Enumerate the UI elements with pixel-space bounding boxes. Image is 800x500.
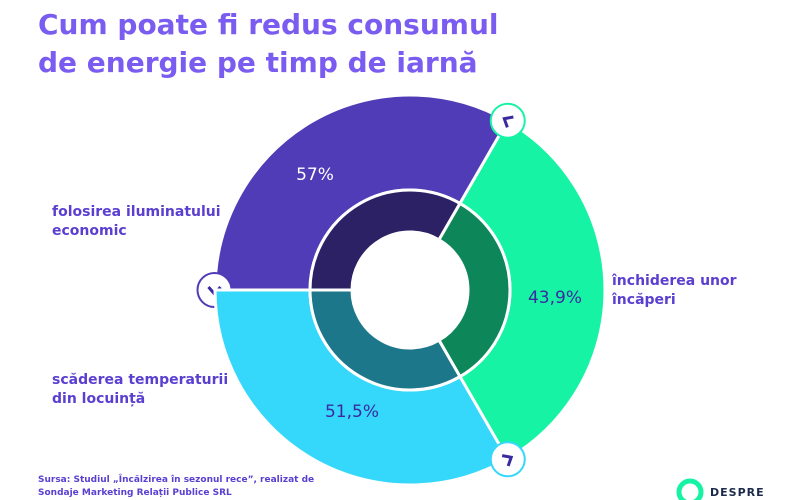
source-note: Sursa: Studiul „Încălzirea în sezonul re… [38,475,315,498]
boundary-icon [489,102,526,139]
logo-text: DESPRE [710,486,765,499]
boundary-chevron [502,115,514,128]
logo-icon [676,478,704,500]
boundary-chevron [501,454,514,467]
category-label: folosirea iluminatului economic [52,204,221,239]
donut-hole [352,232,468,348]
category-label: scăderea temperaturii din locuință [52,372,229,407]
value-label: 51,5% [325,402,379,422]
category-label: închiderea unor încăperi [612,273,737,308]
chart-title: Cum poate fi redus consumul de energie p… [38,8,499,79]
value-label: 57% [296,165,334,185]
value-label: 43,9% [528,288,582,308]
boundary-icon [489,441,526,478]
